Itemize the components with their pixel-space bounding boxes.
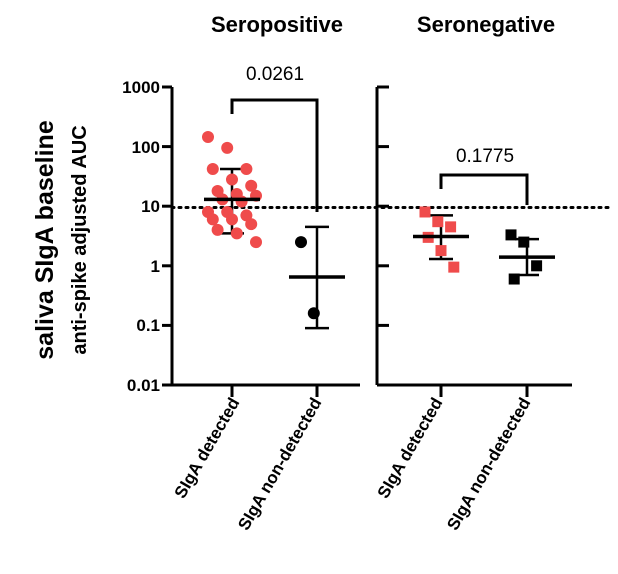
data-point xyxy=(435,245,447,257)
data-point xyxy=(531,260,543,272)
data-point xyxy=(448,261,460,273)
data-point xyxy=(202,130,214,143)
data-point xyxy=(307,307,320,320)
data-point xyxy=(250,236,262,249)
y-tick-label: 10 xyxy=(141,197,160,216)
panel-title-seropositive: Seropositive xyxy=(211,12,343,37)
y-tick-label: 0.01 xyxy=(127,376,160,395)
y-tick-label: 1000 xyxy=(122,78,160,97)
p-value-label: 0.0261 xyxy=(246,64,304,85)
data-point xyxy=(206,163,219,176)
data-point xyxy=(518,236,530,248)
data-point xyxy=(245,179,258,192)
data-point xyxy=(211,223,224,236)
data-point xyxy=(226,173,238,186)
data-point xyxy=(240,163,253,176)
y-axis-label-sub: anti-spike adjusted AUC xyxy=(69,125,91,354)
y-tick-label: 1 xyxy=(151,257,160,276)
data-point xyxy=(419,206,431,218)
panel-title-seronegative: Seronegative xyxy=(417,12,555,37)
x-category-label: SIgA non-detected xyxy=(443,395,534,534)
marks-layer xyxy=(202,98,555,330)
axes-layer xyxy=(162,85,614,397)
data-point xyxy=(221,141,234,154)
data-point xyxy=(235,195,248,208)
x-category-label: SIgA detected xyxy=(171,395,244,502)
y-tick-label: 0.1 xyxy=(136,316,160,335)
x-category-label: SIgA non-detected xyxy=(234,395,325,534)
data-point xyxy=(206,213,219,226)
significance-bracket xyxy=(439,173,529,205)
data-point xyxy=(295,236,307,249)
p-value-label: 0.1775 xyxy=(456,146,514,167)
y-axis-label-main: saliva SIgA baseline xyxy=(31,120,59,360)
data-point xyxy=(508,273,520,285)
data-point xyxy=(445,221,457,233)
data-point xyxy=(230,227,243,240)
data-point xyxy=(505,229,517,241)
x-category-label: SIgA detected xyxy=(374,395,447,502)
y-tick-label: 100 xyxy=(132,138,160,157)
significance-bracket xyxy=(230,98,319,212)
data-point xyxy=(432,216,444,228)
data-point xyxy=(226,213,238,226)
data-point xyxy=(245,218,258,231)
